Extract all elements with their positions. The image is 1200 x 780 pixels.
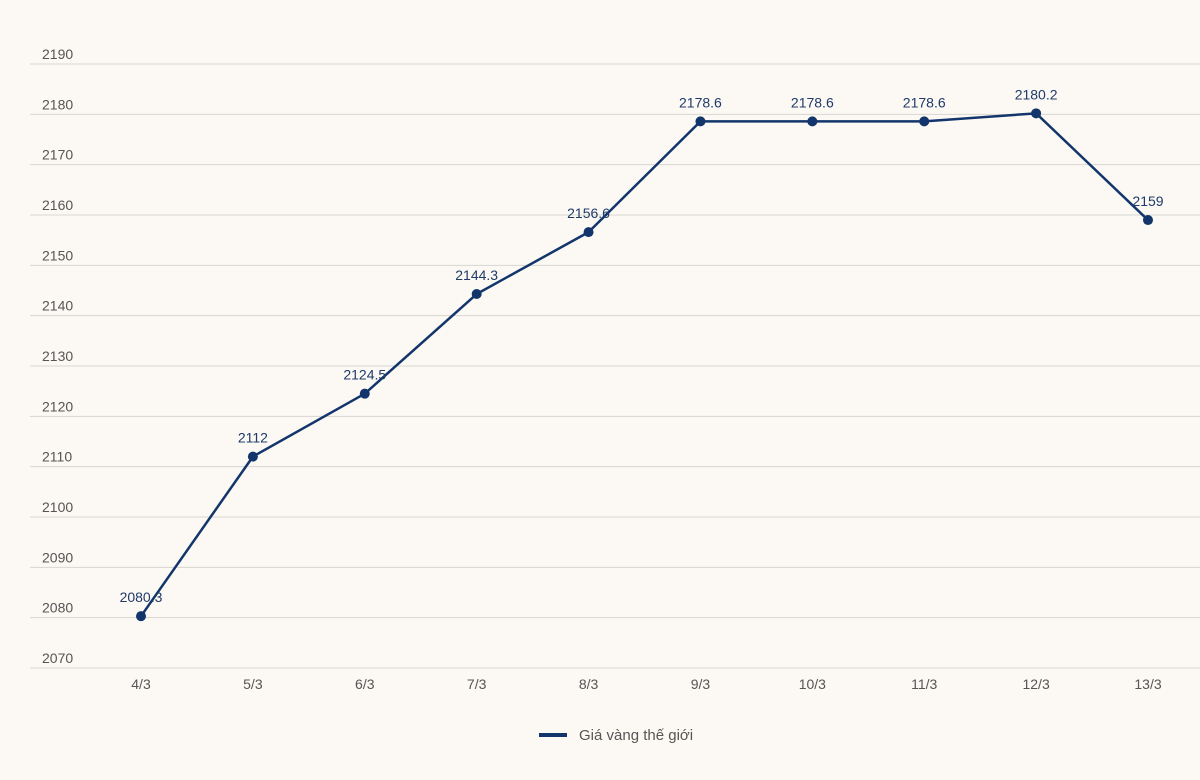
y-axis: 2070 2080 2090 2100 2110 2120 2130 2140 2150 2160… [42, 46, 73, 666]
x-tick-label: 9/3 [691, 676, 711, 692]
data-label: 2080.3 [120, 589, 163, 605]
data-point [1031, 108, 1042, 119]
data-point [583, 227, 594, 238]
y-tick-label: 2150 [42, 247, 73, 263]
data-point [807, 116, 818, 127]
x-tick-label: 11/3 [911, 676, 937, 692]
data-point [247, 451, 258, 462]
x-tick-label: 13/3 [1134, 676, 1161, 692]
data-point [359, 388, 370, 399]
data-point [919, 116, 930, 127]
x-axis: 4/3 5/3 6/3 7/3 8/3 9/3 10/3 11/3 12/3 13/3 [131, 676, 1162, 692]
data-label: 2124.5 [343, 367, 386, 383]
legend: Giá vàng thế giới [539, 727, 693, 744]
data-point [695, 116, 706, 127]
series-line [139, 112, 1149, 617]
data-label: 2178.6 [679, 94, 722, 110]
data-point [136, 611, 146, 622]
y-tick-label: 2090 [42, 549, 73, 565]
data-label: 2180.2 [1015, 86, 1058, 102]
data-label: 2112 [238, 430, 268, 446]
data-label: 2178.6 [791, 94, 834, 110]
gridlines [30, 63, 1200, 669]
y-tick-label: 2140 [42, 298, 73, 314]
y-tick-label: 2110 [42, 449, 72, 465]
data-point [471, 289, 482, 300]
legend-label: Giá vàng thế giới [579, 727, 693, 744]
y-tick-label: 2180 [42, 96, 73, 112]
y-tick-label: 2130 [42, 348, 73, 364]
data-label: 2159 [1132, 193, 1163, 209]
data-point [1143, 215, 1153, 226]
data-label: 2178.6 [903, 94, 946, 110]
y-tick-label: 2120 [42, 398, 73, 414]
y-tick-label: 2070 [42, 650, 73, 666]
plot-area: 2080.3 2112 2124.5 2144.3 2156.6 2178.6 2178.6… [120, 86, 1164, 622]
y-tick-label: 2170 [42, 147, 73, 163]
x-tick-label: 7/3 [467, 676, 487, 692]
x-tick-label: 5/3 [243, 676, 263, 692]
data-label: 2144.3 [455, 267, 498, 283]
y-tick-label: 2080 [42, 600, 73, 616]
x-tick-label: 4/3 [131, 676, 151, 692]
y-tick-label: 2190 [42, 46, 73, 62]
x-tick-label: 6/3 [355, 676, 375, 692]
y-tick-label: 2160 [42, 197, 73, 213]
data-label: 2156.6 [567, 205, 610, 221]
y-tick-label: 2100 [42, 499, 73, 515]
x-tick-label: 8/3 [579, 676, 599, 692]
x-tick-label: 12/3 [1022, 676, 1049, 692]
x-tick-label: 10/3 [799, 676, 826, 692]
